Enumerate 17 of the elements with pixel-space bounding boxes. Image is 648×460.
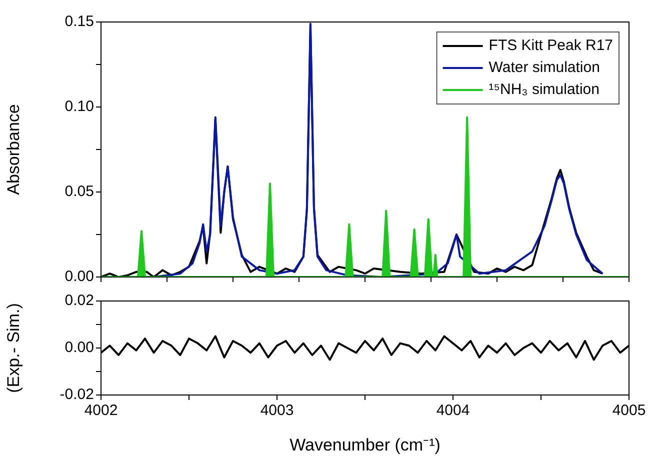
x-axis-title: Wavenumber (cm⁻¹)	[290, 435, 440, 454]
y-tick-label: 0.15	[64, 13, 94, 30]
y-tick-label: 0.05	[64, 183, 94, 200]
x-tick-label: 4005	[612, 402, 646, 420]
x-tick-label: 4004	[436, 402, 470, 420]
y-axis-title: Absorbance	[4, 104, 23, 195]
x-tick-label: 4002	[84, 402, 118, 420]
y-tick-label: 0.10	[64, 98, 94, 116]
legend-label: Water simulation	[488, 59, 600, 76]
y-axis-title: (Exp.- Sim.)	[4, 303, 23, 393]
legend-label: FTS Kitt Peak R17	[488, 37, 614, 54]
y-tick-label: 0.00	[64, 339, 94, 356]
y-tick-label: -0.02	[60, 386, 94, 404]
y-tick-label: 0.00	[64, 268, 94, 286]
x-tick-label: 4003	[260, 402, 294, 420]
legend-label: ¹⁵NH₃ simulation	[488, 81, 600, 98]
y-tick-label: 0.02	[64, 292, 94, 310]
